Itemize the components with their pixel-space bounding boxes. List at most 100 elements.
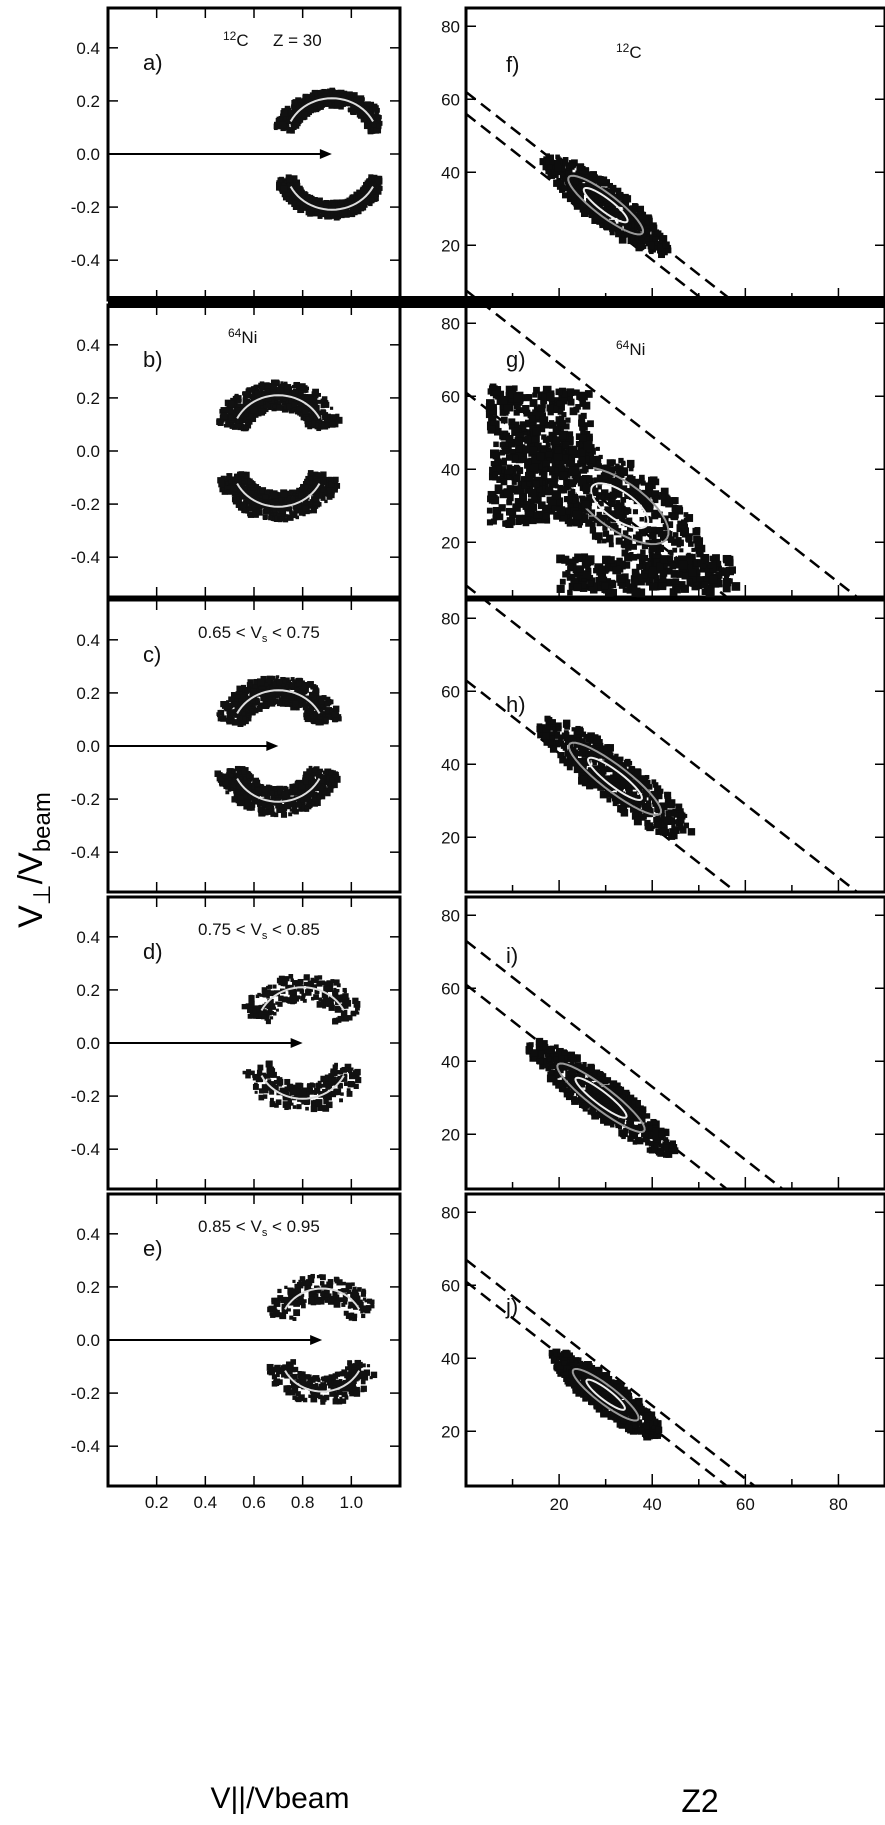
- distribution-cell: [301, 1280, 308, 1287]
- distribution-cell: [284, 389, 290, 395]
- distribution-cell: [544, 163, 550, 168]
- distribution-cell: [296, 201, 301, 206]
- distribution-cell: [329, 777, 335, 783]
- panels-group: 0.40.20.0-0.2-0.4a)12C Z = 300.40.20.0-0.…: [71, 6, 885, 1514]
- distribution-cell: [269, 790, 275, 796]
- distribution-cell: [308, 691, 315, 698]
- distribution-cell: [275, 1001, 279, 1005]
- distribution-cell: [273, 1366, 280, 1373]
- distribution-cell: [302, 194, 306, 199]
- distribution-cell: [542, 482, 549, 488]
- distribution-cell: [322, 791, 327, 795]
- distribution-cell: [290, 496, 296, 501]
- distribution-cell: [650, 526, 657, 533]
- distribution-cell: [605, 492, 611, 498]
- distribution-cell: [269, 1088, 274, 1093]
- y-tick-label: 0.0: [76, 1034, 100, 1053]
- distribution-cell: [304, 806, 310, 812]
- distribution-cell: [376, 123, 382, 129]
- distribution-cell: [328, 481, 335, 488]
- distribution-cell: [309, 413, 314, 419]
- distribution-cell: [369, 124, 375, 130]
- distribution-cell: [312, 768, 318, 773]
- distribution-cell: [650, 224, 658, 232]
- distribution-cell: [270, 1004, 275, 1009]
- distribution-cell: [551, 169, 558, 176]
- distribution-cell: [241, 711, 246, 716]
- distribution-cell: [611, 196, 618, 203]
- distribution-cell: [264, 502, 268, 506]
- distribution-cell: [275, 675, 280, 679]
- distribution-cell: [312, 1089, 317, 1094]
- distribution-cell: [311, 997, 315, 1001]
- distribution-cell: [347, 1080, 355, 1088]
- distribution-cell: [310, 411, 314, 416]
- distribution-cell: [316, 1275, 321, 1279]
- distribution-cell: [252, 1083, 259, 1090]
- distribution-cell: [256, 497, 260, 502]
- distribution-cell: [339, 1371, 345, 1377]
- distribution-cell: [305, 205, 310, 210]
- distribution-cell: [625, 217, 634, 226]
- distribution-cell: [603, 202, 612, 210]
- distribution-cell: [333, 979, 340, 986]
- distribution-cell: [284, 107, 292, 115]
- distribution-cell: [290, 124, 297, 131]
- distribution-cell: [649, 245, 655, 250]
- distribution-cell: [319, 778, 325, 784]
- distribution-cell: [332, 90, 337, 95]
- distribution-cell: [275, 1099, 282, 1106]
- distribution-cell: [317, 399, 322, 404]
- distribution-cell: [270, 1011, 275, 1015]
- distribution-cell: [251, 797, 259, 805]
- distribution-cell: [217, 419, 224, 426]
- distribution-cell: [606, 535, 614, 543]
- distribution-cell: [367, 1298, 373, 1304]
- distribution-cell: [619, 510, 627, 519]
- distribution-cell: [295, 111, 302, 118]
- distribution-cell: [647, 222, 654, 229]
- distribution-cell: [369, 107, 373, 112]
- distribution-cell: [305, 416, 312, 422]
- distribution-cell: [258, 498, 263, 503]
- distribution-cell: [228, 400, 235, 408]
- distribution-cell: [322, 1084, 326, 1088]
- distribution-cell: [252, 511, 259, 518]
- distribution-cell: [292, 105, 296, 110]
- distribution-cell: [554, 180, 561, 187]
- distribution-cell: [265, 1010, 269, 1014]
- distribution-cell: [305, 386, 309, 390]
- distribution-cell: [609, 501, 615, 508]
- distribution-cell: [598, 500, 604, 507]
- distribution-cell: [236, 403, 241, 408]
- distribution-cell: [314, 210, 321, 217]
- distribution-cell: [256, 1069, 263, 1076]
- distribution-cell: [217, 772, 221, 776]
- distribution-cell: [294, 196, 299, 201]
- distribution-cell: [324, 701, 331, 707]
- distribution-cell: [270, 491, 278, 499]
- distribution-cell: [352, 997, 359, 1005]
- distribution-cell: [597, 187, 605, 195]
- distribution-cell: [232, 500, 238, 505]
- distribution-cell: [276, 182, 281, 187]
- distribution-cell: [339, 1070, 344, 1075]
- distribution-cell: [276, 386, 284, 393]
- distribution-cell: [242, 793, 248, 799]
- distribution-cell: [631, 481, 640, 490]
- distribution-cell: [651, 512, 659, 520]
- distribution-cell: [305, 406, 312, 413]
- x-tick-label: 0.6: [242, 1493, 266, 1512]
- distribution-cell: [642, 244, 647, 249]
- distribution-cell: [295, 389, 300, 394]
- distribution-cell: [363, 122, 371, 130]
- distribution-cell: [345, 1312, 353, 1319]
- distribution-cell: [310, 977, 315, 982]
- distribution-cell: [252, 683, 258, 689]
- distribution-cell: [275, 804, 280, 809]
- distribution-cell: [354, 1068, 361, 1076]
- distribution-cell: [656, 544, 664, 553]
- distribution-cell: [272, 507, 278, 513]
- distribution-cell: [242, 391, 250, 399]
- distribution-cell: [553, 159, 561, 167]
